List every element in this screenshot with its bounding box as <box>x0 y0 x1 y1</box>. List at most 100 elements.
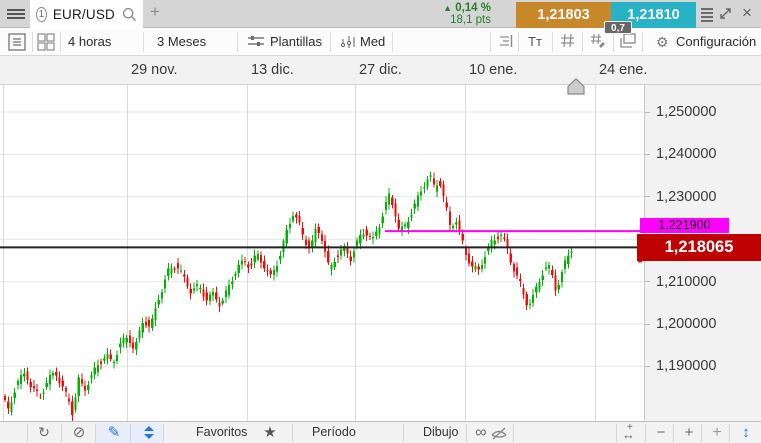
price-tick-mark <box>645 365 650 367</box>
range-dropdown[interactable]: 3 Meses <box>157 34 207 49</box>
hide-objects-icon[interactable] <box>490 422 512 443</box>
separator <box>616 424 617 442</box>
candles <box>4 171 573 421</box>
timeframe-dropdown[interactable]: 4 horas <box>68 34 112 49</box>
indicator-icon[interactable] <box>340 35 356 49</box>
separator <box>95 424 96 442</box>
grid-toggle-icon[interactable] <box>560 33 575 48</box>
separator <box>27 424 28 442</box>
fit-horizontal-plus: + <box>627 422 633 433</box>
period-button[interactable]: Período <box>312 425 356 439</box>
separator <box>143 32 144 52</box>
date-tick-label: 27 dic. <box>359 62 402 78</box>
draw-button[interactable]: Dibujo <box>423 425 459 439</box>
crosshair-button[interactable]: + <box>712 424 722 441</box>
fit-horizontal-arrows: ↔ <box>622 427 635 442</box>
spread-badge: 0,7 <box>604 21 632 34</box>
separator <box>673 424 674 442</box>
fit-horizontal-icon[interactable]: + ↔ <box>620 422 644 443</box>
separator <box>292 424 293 442</box>
price-tick-mark <box>645 153 650 155</box>
separator <box>582 32 583 52</box>
last-price-label: 1,218065 <box>637 234 761 261</box>
scroll-marker-icon[interactable] <box>567 78 585 95</box>
fit-vertical-button[interactable]: ↕ <box>742 424 750 441</box>
tab-symbol-label: EUR/USD <box>52 7 115 22</box>
window-menu-icon[interactable] <box>701 6 713 22</box>
date-tick-label: 24 ene. <box>599 62 648 78</box>
price-tick-mark <box>645 111 650 113</box>
sell-bid-button[interactable]: 1,21803 <box>516 2 611 28</box>
object-list-icon[interactable] <box>8 33 26 51</box>
date-tick-label: 29 nov. <box>131 62 178 78</box>
separator <box>237 32 238 52</box>
separator <box>513 424 514 442</box>
price-tick-label: 1,230000 <box>656 188 717 205</box>
favorites-button[interactable]: Favoritos <box>196 425 248 439</box>
fullscreen-icon[interactable] <box>718 7 733 21</box>
separator <box>392 32 393 52</box>
date-tick-label: 10 ene. <box>469 62 518 78</box>
disable-icon[interactable]: ⊘ <box>72 424 86 441</box>
price-tick-label: 1,250000 <box>656 104 717 120</box>
zoom-in-button[interactable]: + <box>684 424 694 441</box>
change-points: 18,1 pts <box>450 14 491 26</box>
zoom-out-button[interactable]: − <box>656 424 666 441</box>
cascade-windows-icon[interactable] <box>620 33 636 49</box>
separator <box>403 424 404 442</box>
separator <box>642 32 643 52</box>
separator <box>32 32 33 52</box>
price-tick-mark <box>645 281 650 283</box>
separator <box>163 424 164 442</box>
templates-icon[interactable] <box>248 35 264 49</box>
templates-button[interactable]: Plantillas <box>270 34 323 49</box>
price-tick-label: 1,210000 <box>656 273 717 290</box>
change-block: ▲ 0,14 % 18,1 pts <box>405 2 491 26</box>
price-tick-label: 1,190000 <box>656 358 717 375</box>
change-percent: 0,14 % <box>455 2 491 14</box>
alert-price-label[interactable]: 1,221900 <box>640 218 729 233</box>
add-tab-button[interactable]: + <box>150 2 160 21</box>
layout-grid-icon[interactable] <box>37 33 55 51</box>
separator <box>61 424 62 442</box>
sort-tool-active-bg <box>130 423 163 443</box>
date-axis[interactable]: 29 nov. 13 dic. 27 dic. 10 ene. 24 ene. <box>0 56 761 85</box>
separator <box>729 424 730 442</box>
main-menu-icon[interactable] <box>7 7 25 21</box>
tab-number-badge: 1 <box>36 7 47 22</box>
separator <box>130 424 131 442</box>
mean-indicator-button[interactable]: Med <box>360 34 386 49</box>
text-size-button[interactable]: Tт <box>528 28 542 55</box>
gear-icon: ⚙ <box>656 34 669 50</box>
grid-edit-icon[interactable] <box>590 33 606 49</box>
align-panel-icon[interactable] <box>498 33 514 49</box>
separator <box>552 32 553 52</box>
search-icon[interactable] <box>122 7 137 22</box>
candlestick-canvas <box>0 85 644 421</box>
chart-toolbar: 4 horas 3 Meses Plantillas Med Tт ⚙ Conf… <box>0 28 761 56</box>
price-tick-label: 1,240000 <box>656 146 717 163</box>
tab-eurusd[interactable]: 1 EUR/USD <box>30 0 143 29</box>
pencil-draw-icon[interactable]: ✎ <box>107 424 121 441</box>
price-chart[interactable] <box>0 85 644 421</box>
top-bar: 1 EUR/USD + ▲ 0,14 % 18,1 pts 1,21803 1,… <box>0 0 761 29</box>
infinity-icon[interactable]: ∞ <box>475 424 487 441</box>
separator <box>613 32 614 52</box>
price-tick-mark <box>645 196 650 198</box>
change-up-icon: ▲ <box>443 3 452 13</box>
date-tick-label: 13 dic. <box>251 62 294 78</box>
draw-tool-active-bg <box>95 423 130 443</box>
separator <box>490 32 491 52</box>
price-tick-label: 1,200000 <box>656 316 717 332</box>
star-icon[interactable]: ★ <box>263 424 277 441</box>
text-size-label: Tт <box>528 34 542 49</box>
separator <box>701 424 702 442</box>
separator <box>645 424 646 442</box>
close-icon[interactable]: × <box>742 3 752 22</box>
separator <box>60 32 61 52</box>
expand-vertical-icon[interactable] <box>139 422 159 443</box>
settings-button[interactable]: Configuración <box>676 34 757 49</box>
refresh-icon[interactable]: ↻ <box>38 424 50 440</box>
price-tick-mark <box>645 323 650 325</box>
